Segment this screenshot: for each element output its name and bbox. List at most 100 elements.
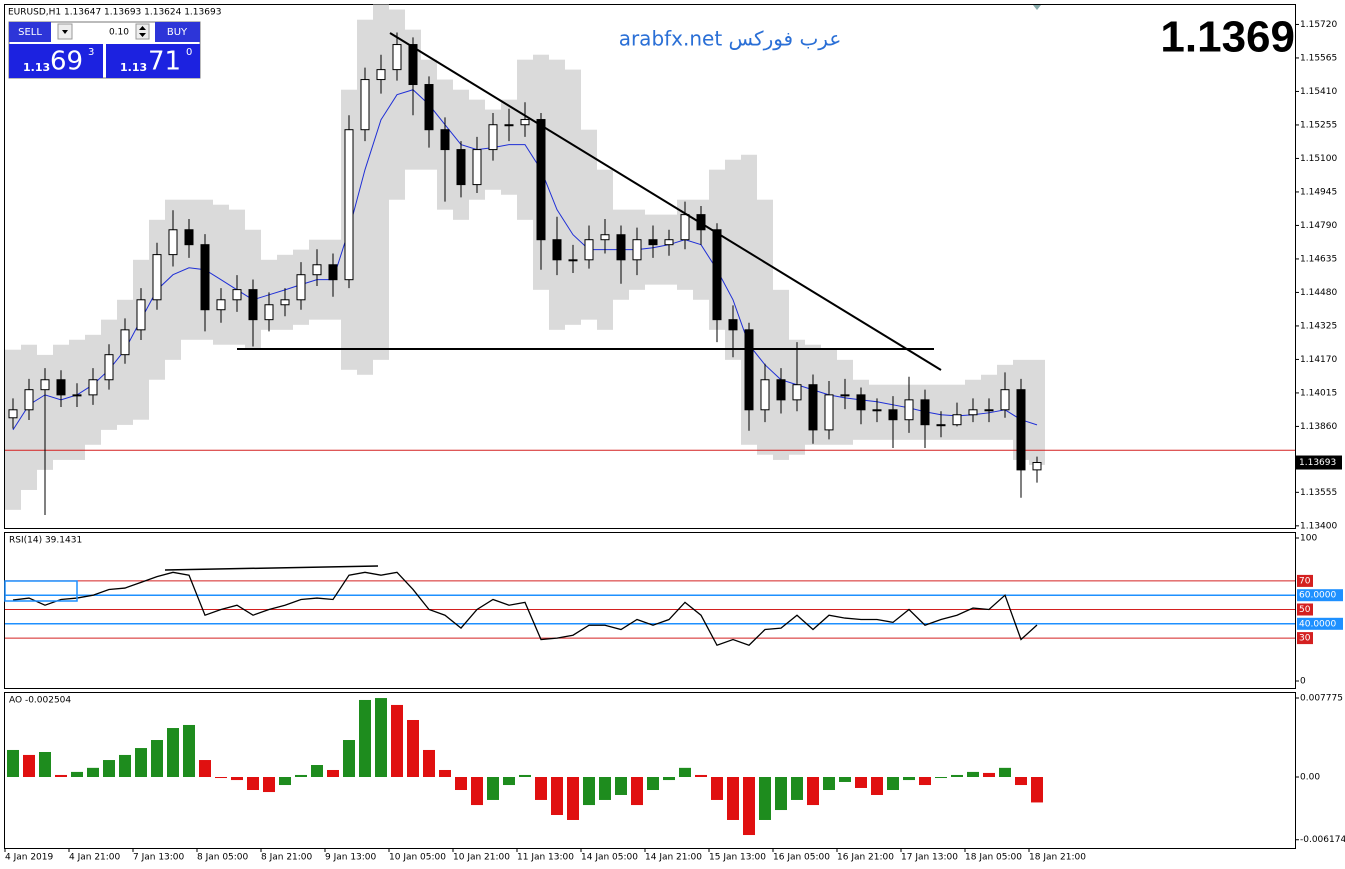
band <box>565 69 581 325</box>
candle-body <box>472 149 482 186</box>
ao-bar <box>711 777 723 800</box>
sell-price-prefix: 1.13 <box>23 61 50 74</box>
ao-bar <box>871 777 883 795</box>
ao-bar <box>295 774 307 778</box>
lot-stepper[interactable] <box>135 23 150 40</box>
candle-body <box>24 389 34 411</box>
level-label-box <box>1297 617 1343 630</box>
candle-body <box>888 409 898 421</box>
y-tick-label: 1.14015 <box>1300 388 1337 398</box>
x-tick-label: 18 Jan 21:00 <box>1029 853 1086 863</box>
candle-body <box>344 129 354 281</box>
candle-body <box>680 214 690 241</box>
candle-body <box>88 379 98 396</box>
candle-body <box>40 379 50 391</box>
candle-body <box>824 394 834 431</box>
last-price-label: 1.13693 <box>1299 458 1336 468</box>
sell-price-sup: 3 <box>88 47 94 58</box>
ao-bar <box>151 740 163 778</box>
ao-bar <box>679 767 691 778</box>
ao-bar <box>1015 777 1027 786</box>
ao-bar <box>503 777 515 786</box>
sell-button[interactable] <box>9 22 51 42</box>
candle-body <box>984 409 994 412</box>
ao-bar <box>919 777 931 786</box>
x-tick-label: 10 Jan 05:00 <box>389 853 446 863</box>
ao-bar <box>71 771 83 778</box>
candle-body <box>776 379 786 401</box>
y-tick-label: 0 <box>1300 676 1306 686</box>
ao-bar <box>759 777 771 820</box>
candle-body <box>104 354 114 381</box>
candle-body <box>120 329 130 356</box>
ao-bar <box>951 774 963 778</box>
candle-body <box>552 239 562 261</box>
level-label: 60.0000 <box>1299 591 1336 601</box>
candle-body <box>456 149 466 186</box>
ao-bar <box>839 777 851 782</box>
y-tick-label: 0.007775 <box>1300 693 1343 703</box>
candle-body <box>920 399 930 426</box>
panel-title: RSI(14) 39.1431 <box>9 536 82 546</box>
candle-body <box>952 414 962 426</box>
buy-button[interactable] <box>155 22 200 42</box>
lot-size[interactable]: 0.10 <box>109 28 129 38</box>
level-label: 70 <box>1299 576 1311 586</box>
buy-price-prefix: 1.13 <box>120 61 147 74</box>
y-tick-label: 1.13860 <box>1300 422 1337 432</box>
candle-body <box>904 399 914 421</box>
buy-price-box[interactable] <box>106 44 200 78</box>
candle-body <box>936 424 946 427</box>
x-tick-label: 18 Jan 05:00 <box>965 853 1022 863</box>
buy-price-main: 71 <box>148 47 181 77</box>
sell-label[interactable]: SELL <box>18 27 42 38</box>
x-tick-label: 16 Jan 05:00 <box>773 853 830 863</box>
big-price: 1.1369 <box>1160 13 1295 62</box>
ao-bar <box>439 769 451 778</box>
rsi-trend-line <box>164 565 379 571</box>
ao-bar <box>375 698 387 778</box>
ao-bar <box>791 777 803 800</box>
ao-bar <box>87 767 99 778</box>
candle-body <box>328 264 338 281</box>
y-tick-label: 1.14325 <box>1300 321 1337 331</box>
ao-bar <box>247 777 259 791</box>
candle-body <box>136 299 146 331</box>
candle-body <box>72 394 82 397</box>
ao-bar <box>535 777 547 800</box>
candle-body <box>152 254 162 301</box>
ao-bar <box>119 754 131 778</box>
x-tick-label: 14 Jan 05:00 <box>581 853 638 863</box>
ao-bar <box>39 752 51 778</box>
ao-bar <box>343 740 355 778</box>
band <box>1029 359 1045 465</box>
candle-body <box>200 244 210 311</box>
candle-body <box>168 229 178 256</box>
x-tick-label: 4 Jan 21:00 <box>69 853 121 863</box>
sell-price-box[interactable] <box>9 44 103 78</box>
ao-bar <box>599 777 611 800</box>
band <box>373 4 389 360</box>
ao-bar <box>215 777 227 779</box>
rsi-line <box>12 571 1038 647</box>
y-tick-label: 1.14635 <box>1300 254 1337 264</box>
buy-label[interactable]: BUY <box>167 27 188 38</box>
candle-body <box>1032 462 1042 471</box>
ao-bar <box>391 704 403 778</box>
candle-body <box>728 319 738 331</box>
x-tick-label: 8 Jan 21:00 <box>261 853 313 863</box>
x-tick-label: 7 Jan 13:00 <box>133 853 185 863</box>
y-tick-label: 100 <box>1300 534 1317 544</box>
y-tick-label: -0.006174 <box>1300 835 1345 845</box>
candle-body <box>216 299 226 311</box>
ao-bar <box>407 719 419 778</box>
ao-bar <box>775 777 787 811</box>
y-tick-label: 0.00 <box>1300 773 1320 783</box>
level-label: 30 <box>1299 634 1311 644</box>
rsi-panel <box>4 532 1296 689</box>
ao-bar <box>487 777 499 800</box>
watermark: arabfx.net عرب فوركس <box>619 27 842 51</box>
trade-panel: SELL 0.10 BUY 1.13 69 3 1.13 71 0 <box>8 21 201 79</box>
candle-body <box>488 124 498 151</box>
